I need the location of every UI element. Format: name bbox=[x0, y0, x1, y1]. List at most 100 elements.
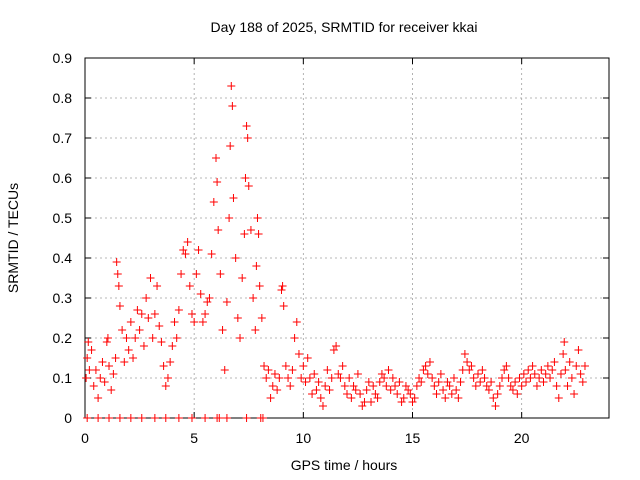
data-point bbox=[375, 378, 384, 386]
x-tick-label: 15 bbox=[405, 430, 421, 446]
data-point bbox=[567, 374, 576, 382]
zero-data-point bbox=[174, 414, 183, 422]
data-point bbox=[166, 358, 175, 366]
data-point bbox=[131, 334, 140, 342]
data-point bbox=[476, 378, 485, 386]
data-point bbox=[203, 298, 212, 306]
data-point bbox=[452, 386, 461, 394]
plot-frame bbox=[84, 57, 610, 419]
data-point bbox=[469, 374, 478, 382]
data-point bbox=[489, 394, 498, 402]
data-point bbox=[517, 382, 526, 390]
y-tick-label: 0.7 bbox=[53, 130, 73, 146]
data-point bbox=[524, 366, 533, 374]
data-point bbox=[560, 338, 569, 346]
data-point bbox=[434, 378, 443, 386]
data-point bbox=[228, 102, 237, 110]
data-point bbox=[87, 346, 96, 354]
data-point bbox=[118, 326, 127, 334]
data-point bbox=[367, 398, 376, 406]
data-point bbox=[253, 214, 262, 222]
data-point bbox=[552, 382, 561, 390]
data-point bbox=[240, 230, 249, 238]
data-point bbox=[480, 374, 489, 382]
data-point bbox=[216, 270, 225, 278]
data-point bbox=[212, 154, 220, 162]
data-point bbox=[456, 378, 465, 386]
data-point bbox=[338, 362, 347, 370]
y-tick-label: 0.8 bbox=[53, 90, 73, 106]
data-point bbox=[410, 394, 419, 402]
data-point bbox=[580, 362, 589, 370]
data-point bbox=[325, 386, 334, 394]
data-point bbox=[135, 326, 144, 334]
zero-data-point bbox=[215, 414, 224, 422]
data-point bbox=[362, 386, 371, 394]
data-point bbox=[314, 378, 323, 386]
data-point bbox=[578, 378, 587, 386]
x-axis-label: GPS time / hours bbox=[291, 457, 398, 473]
zero-data-point bbox=[222, 414, 231, 422]
data-point bbox=[449, 374, 458, 382]
data-point bbox=[576, 370, 585, 378]
data-point bbox=[294, 350, 303, 358]
zero-data-point bbox=[94, 414, 103, 422]
data-point bbox=[474, 370, 482, 378]
data-point bbox=[463, 358, 472, 366]
data-point bbox=[308, 390, 317, 398]
data-point bbox=[399, 394, 408, 402]
data-point bbox=[278, 282, 287, 290]
data-point bbox=[430, 382, 439, 390]
data-point bbox=[102, 338, 111, 346]
grid-lines bbox=[85, 58, 609, 418]
x-tick-label: 10 bbox=[296, 430, 312, 446]
data-point bbox=[255, 282, 264, 290]
data-point bbox=[388, 374, 397, 382]
data-point bbox=[222, 298, 231, 306]
data-point bbox=[150, 310, 159, 318]
data-point bbox=[207, 250, 216, 258]
data-point bbox=[349, 382, 358, 390]
data-point bbox=[570, 390, 579, 398]
data-point bbox=[257, 314, 266, 322]
data-point bbox=[395, 378, 404, 386]
data-point bbox=[124, 346, 133, 354]
zero-data-point bbox=[201, 414, 210, 422]
data-point bbox=[109, 370, 118, 378]
data-point bbox=[279, 302, 288, 310]
data-point bbox=[129, 354, 138, 362]
data-point bbox=[502, 362, 511, 370]
data-point bbox=[205, 294, 214, 302]
data-point bbox=[172, 334, 181, 342]
data-point bbox=[369, 382, 378, 390]
data-point bbox=[500, 366, 509, 374]
data-point bbox=[264, 366, 273, 374]
data-point bbox=[535, 374, 544, 382]
data-point bbox=[170, 318, 179, 326]
data-point bbox=[563, 382, 572, 390]
data-point bbox=[482, 382, 491, 390]
data-point bbox=[321, 382, 330, 390]
data-point bbox=[284, 374, 293, 382]
data-point bbox=[504, 374, 513, 382]
data-point bbox=[120, 358, 129, 366]
data-point bbox=[541, 370, 550, 378]
data-point bbox=[214, 226, 223, 234]
data-point bbox=[233, 314, 242, 322]
data-point bbox=[238, 274, 247, 282]
data-point bbox=[242, 122, 251, 130]
data-point bbox=[565, 358, 574, 366]
data-point bbox=[281, 362, 290, 370]
data-point bbox=[266, 394, 275, 402]
data-point bbox=[122, 334, 131, 342]
data-point bbox=[318, 402, 327, 410]
data-point bbox=[465, 366, 474, 374]
data-point bbox=[241, 174, 250, 182]
data-point bbox=[460, 350, 469, 358]
data-point bbox=[126, 318, 135, 326]
data-point bbox=[107, 386, 116, 394]
data-point bbox=[262, 374, 271, 382]
data-point bbox=[83, 354, 92, 362]
data-point bbox=[554, 394, 563, 402]
data-point bbox=[443, 378, 452, 386]
